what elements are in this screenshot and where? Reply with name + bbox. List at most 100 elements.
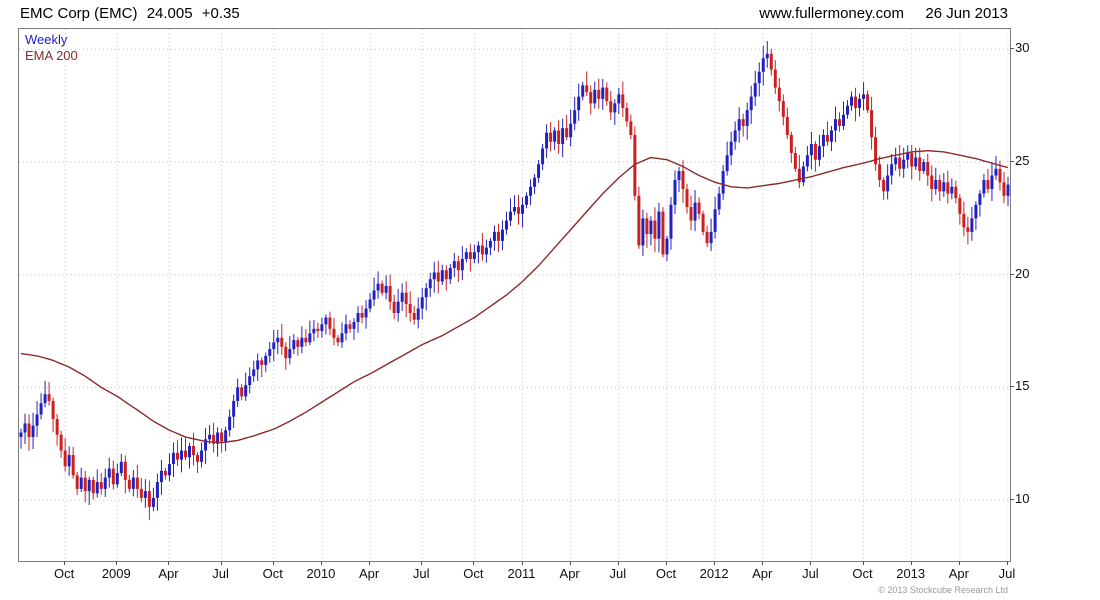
candle-body-down (468, 252, 472, 259)
candle-body-up (224, 430, 228, 442)
candle-body-up (288, 349, 292, 359)
candle-body-up (324, 317, 328, 325)
candle-body-down (392, 301, 396, 314)
candle-body-down (854, 96, 858, 108)
candle-body-down (773, 69, 777, 88)
candle-body-down (135, 477, 139, 489)
candle-body-up (300, 337, 304, 347)
candle-body-down (436, 272, 440, 282)
candle-body-up (753, 83, 757, 97)
candle-body-down (681, 171, 685, 190)
candle-body-up (244, 385, 248, 397)
candle-body-up (725, 155, 729, 172)
candle-body-up (151, 497, 155, 507)
candle-body-up (713, 209, 717, 232)
candle-body-up (833, 119, 837, 131)
candle-body-up (312, 328, 316, 334)
candle-body-down (585, 85, 589, 93)
x-axis-label: 2012 (699, 566, 729, 581)
candle-body-up (1006, 184, 1010, 196)
candle-body-down (926, 162, 930, 176)
candle-body-up (452, 261, 456, 268)
candle-body-up (204, 439, 208, 451)
candle-body-up (472, 252, 476, 259)
candle-body-down (878, 164, 882, 181)
y-axis-tick (1010, 161, 1014, 162)
candle-body-up (500, 229, 504, 241)
candle-body-up (492, 231, 496, 241)
x-axis-tick (1006, 561, 1008, 565)
candle-body-up (292, 340, 296, 350)
candle-body-up (757, 71, 761, 84)
candle-body-up (252, 369, 256, 377)
candle-body-down (332, 328, 336, 338)
candle-body-up (155, 482, 159, 498)
candle-body-down (962, 213, 966, 228)
candle-body-up (264, 355, 268, 365)
candle-body-up (448, 267, 452, 280)
candle-body-down (549, 132, 553, 142)
candle-body-up (846, 105, 850, 115)
candle-body-down (938, 180, 942, 192)
price-chart-svg (19, 29, 1010, 561)
candle-body-up (761, 58, 765, 72)
candle-body-down (111, 468, 115, 485)
candle-body-up (569, 123, 573, 138)
candle-body-down (260, 360, 264, 365)
candle-body-up (950, 186, 954, 194)
candle-body-up (906, 152, 910, 160)
candle-body-up (428, 279, 432, 289)
instrument-header: EMC Corp (EMC) 24.005 +0.35 (20, 5, 245, 22)
x-axis-label: 2013 (896, 566, 926, 581)
candle-body-down (163, 470, 167, 476)
candle-body-up (115, 473, 119, 485)
candle-body-down (27, 423, 31, 438)
candle-body-up (143, 491, 147, 498)
candle-body-down (986, 180, 990, 190)
candle-body-up (641, 218, 645, 246)
candle-body-up (673, 180, 677, 205)
candle-body-down (918, 157, 922, 172)
candle-body-down (296, 340, 300, 347)
x-axis-label: Jul (609, 566, 627, 581)
y-axis-tick (1010, 273, 1014, 275)
candle-body-down (99, 482, 103, 489)
candle-body-up (850, 96, 854, 106)
y-axis-tick (1010, 48, 1014, 50)
candle-body-up (416, 308, 420, 320)
candle-body-up (396, 301, 400, 314)
candle-body-up (31, 425, 35, 438)
candle-body-up (922, 162, 926, 172)
candle-body-up (545, 132, 549, 149)
candle-body-up (717, 193, 721, 210)
candle-body-up (553, 130, 557, 142)
candle-body-up (107, 468, 111, 478)
x-axis-tick (320, 561, 322, 565)
candle-body-down (47, 394, 51, 401)
x-axis-tick (958, 561, 960, 565)
x-axis-label: 2010 (306, 566, 336, 581)
candle-body-down (517, 207, 521, 214)
candle-body-up (79, 477, 83, 489)
candle-body-down (328, 317, 332, 329)
candle-body-up (216, 432, 220, 444)
x-axis-tick (569, 561, 571, 565)
candle-body-up (890, 164, 894, 176)
instrument-change: +0.35 (201, 5, 240, 22)
candle-body-up (942, 182, 946, 192)
candle-body-down (837, 119, 841, 126)
candle-body-down (825, 134, 829, 142)
candle-body-up (188, 446, 192, 458)
candle-body-up (200, 450, 204, 462)
candle-body-down (480, 245, 484, 255)
candle-body-down (336, 337, 340, 343)
instrument-name: EMC Corp (EMC) (20, 5, 138, 22)
candle-body-up (424, 288, 428, 298)
x-axis-label: Apr (559, 566, 580, 581)
candle-body-down (793, 152, 797, 169)
x-axis-tick (168, 561, 170, 565)
candle-body-down (797, 168, 801, 183)
candle-body-down (412, 313, 416, 320)
candle-body-down (701, 213, 705, 232)
candle-body-up (821, 134, 825, 147)
